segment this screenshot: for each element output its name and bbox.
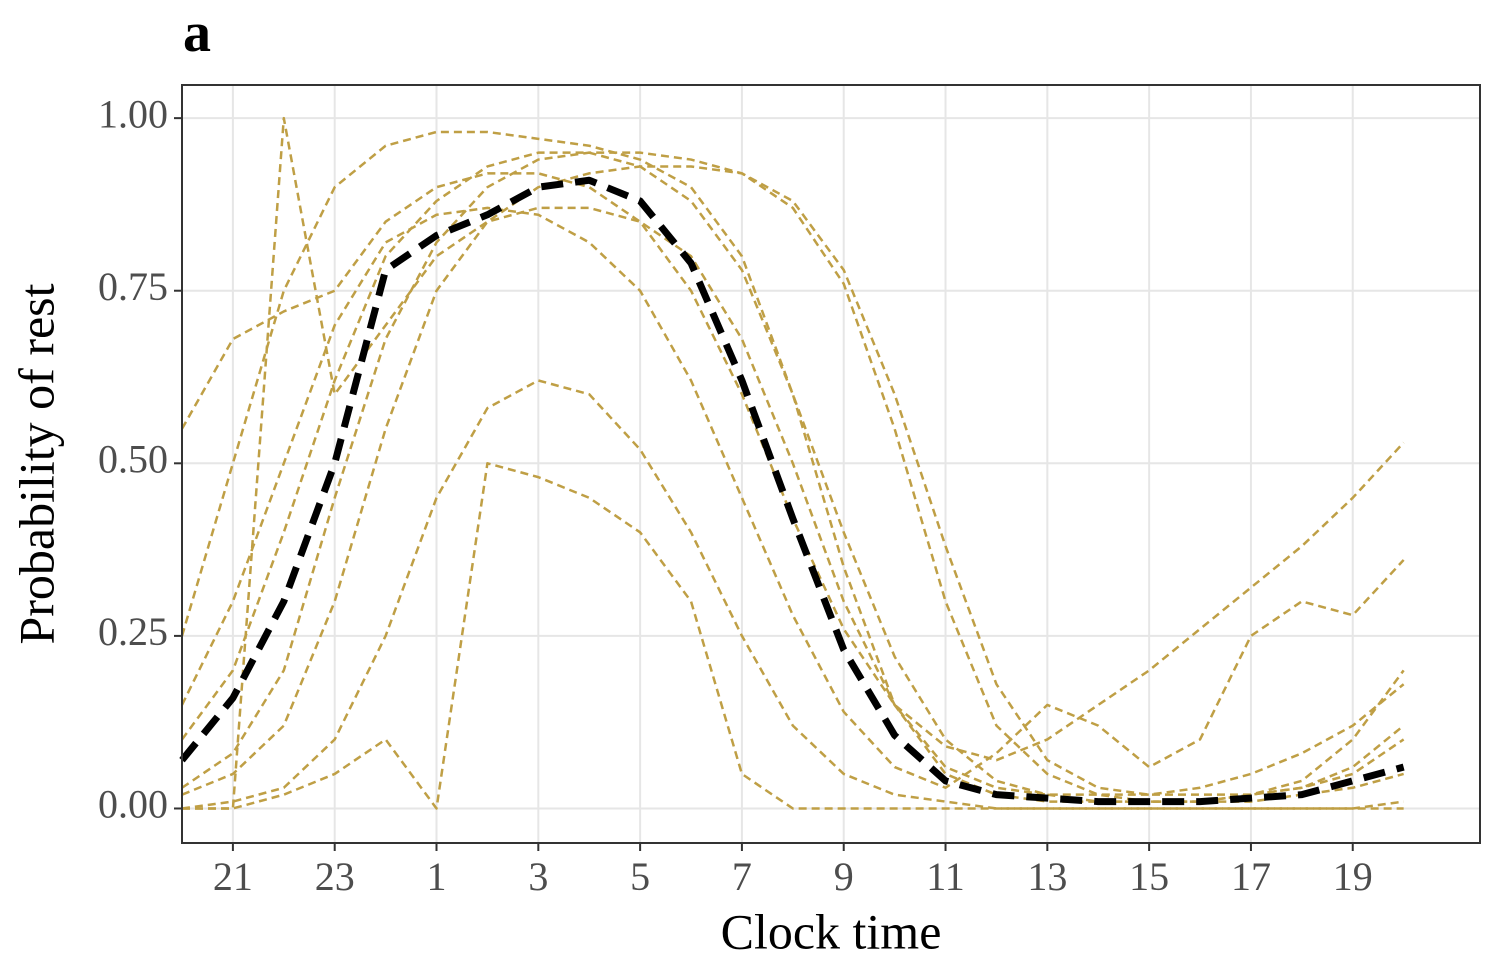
x-axis-title: Clock time <box>721 903 942 959</box>
x-tick-label: 1 <box>427 854 447 899</box>
x-tick-label: 7 <box>732 854 752 899</box>
panel-label: a <box>183 2 211 64</box>
y-tick-label: 0.50 <box>98 436 168 481</box>
x-tick-label: 3 <box>528 854 548 899</box>
individual-line <box>180 151 1405 803</box>
x-tick-label: 21 <box>213 854 253 899</box>
x-tick-label: 13 <box>1027 854 1067 899</box>
plot-border <box>181 84 1481 844</box>
y-tick-label: 1.00 <box>98 91 168 136</box>
x-tick-label: 15 <box>1129 854 1169 899</box>
individual-line <box>181 379 1404 810</box>
individual-line <box>180 206 1405 790</box>
x-tick-label: 5 <box>630 854 650 899</box>
x-tick-label: 17 <box>1231 854 1271 899</box>
mean-line <box>179 176 1405 806</box>
x-tick-label: 19 <box>1333 854 1373 899</box>
x-tick-label: 11 <box>926 854 965 899</box>
y-tick-label: 0.25 <box>98 609 168 654</box>
individual-line <box>182 116 1405 810</box>
y-axis-title: Probability of rest <box>8 283 64 644</box>
x-tick-label: 9 <box>834 854 854 899</box>
y-tick-label: 0.00 <box>98 782 168 827</box>
individual-line <box>181 151 1405 803</box>
x-tick-label: 23 <box>315 854 355 899</box>
y-tick-label: 0.75 <box>98 264 168 309</box>
individual-line <box>182 462 1404 810</box>
